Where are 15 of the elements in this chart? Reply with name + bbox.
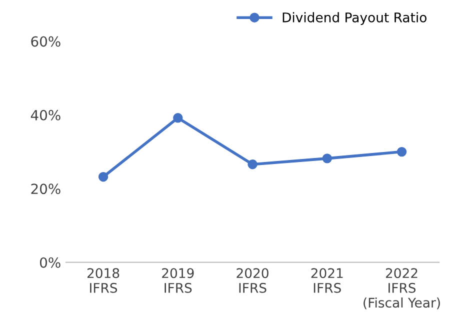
x-tick-label: 2020 IFRS xyxy=(236,268,268,293)
point xyxy=(322,154,332,164)
x-tick-label: 2021 IFRS xyxy=(311,268,343,293)
point xyxy=(248,159,258,170)
point xyxy=(173,113,183,123)
y-tick-label: 40% xyxy=(30,110,60,120)
y-tick-label: 20% xyxy=(31,184,60,194)
x-tick-label: 2022 IFRS (Fiscal Year) xyxy=(364,268,440,310)
legend-label: Dividend Payout Ratio xyxy=(282,12,426,25)
point xyxy=(98,172,108,182)
y-tick-label: 0% xyxy=(40,257,60,268)
x-tick-label: 2019 IFRS xyxy=(162,268,194,293)
x-tick-label: 2018 IFRS xyxy=(87,268,120,293)
y-tick-label: 60% xyxy=(31,36,60,47)
point xyxy=(396,146,407,157)
